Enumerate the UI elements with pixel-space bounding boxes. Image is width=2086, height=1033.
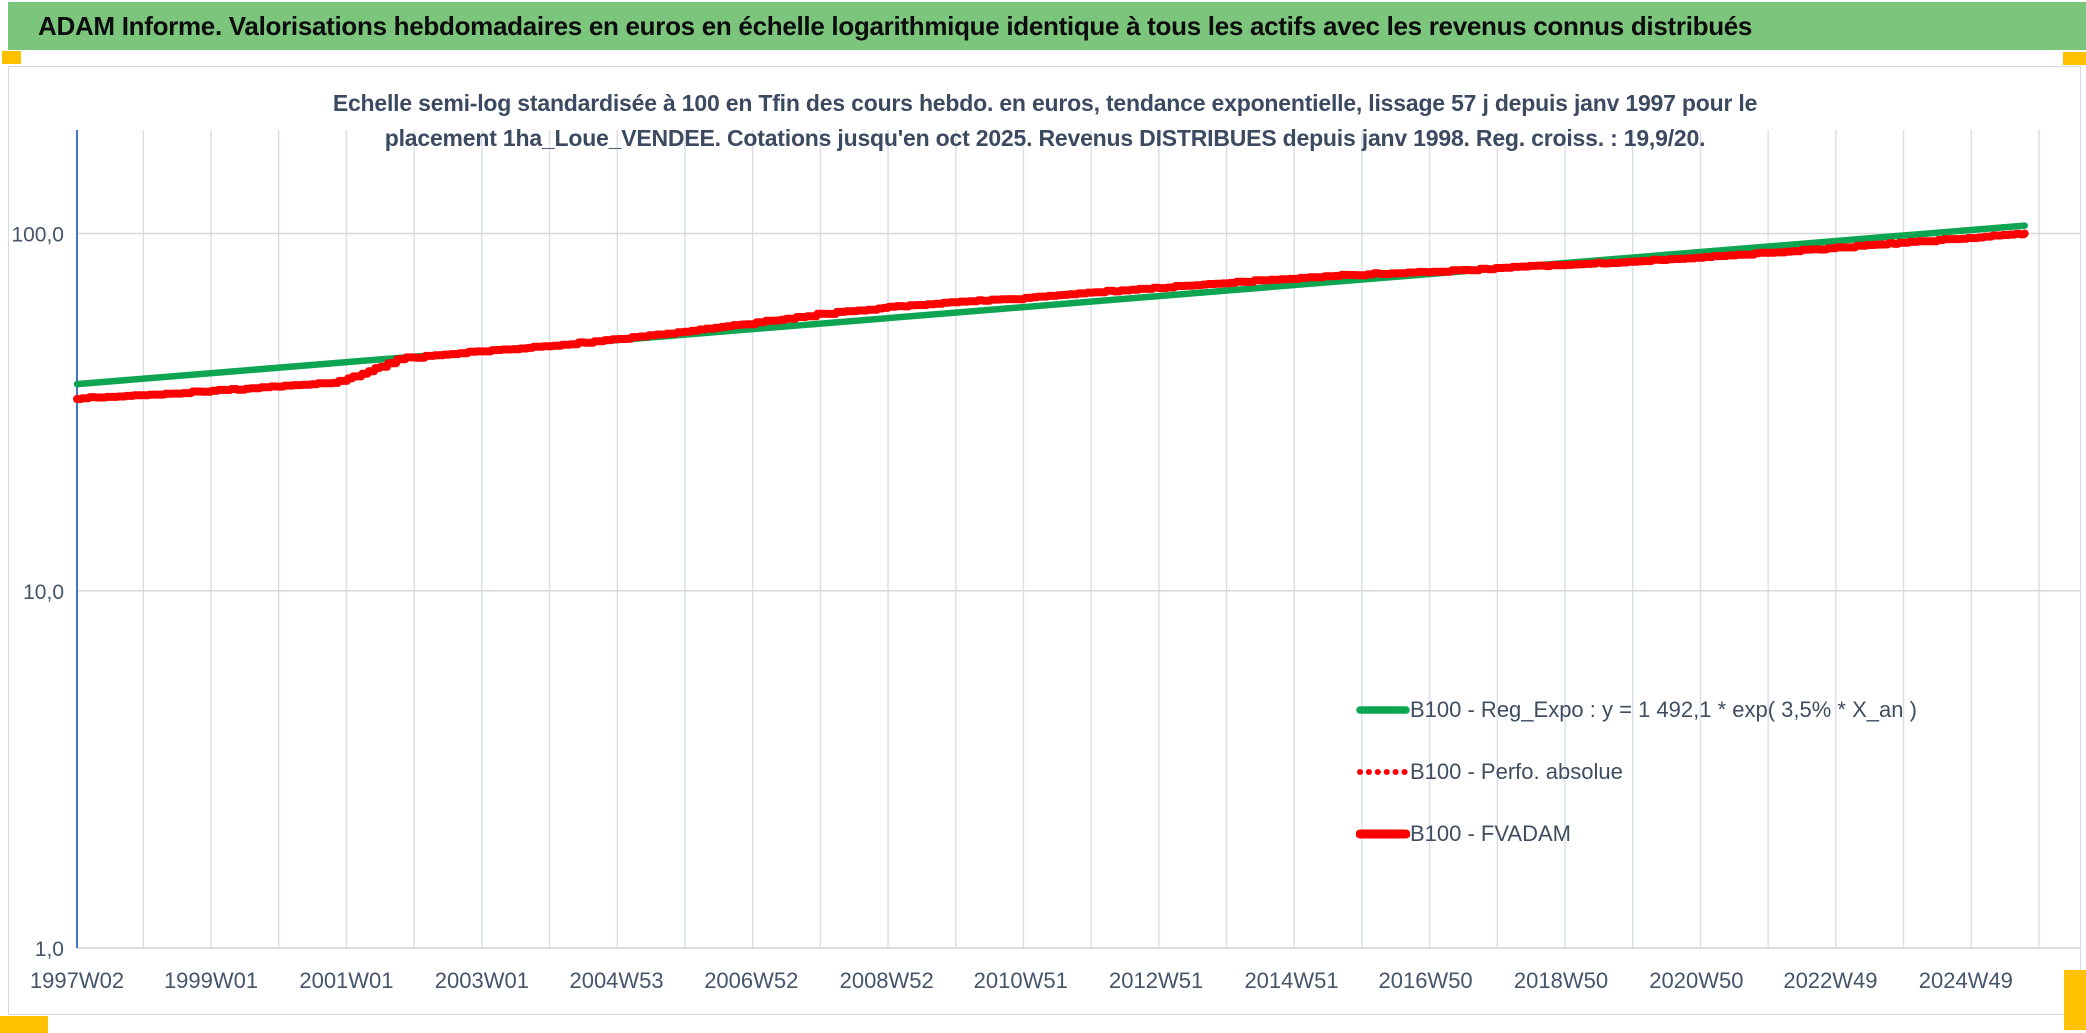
accent-square-top-left	[2, 51, 21, 64]
svg-text:2008W52: 2008W52	[840, 968, 934, 993]
svg-text:10,0: 10,0	[23, 581, 64, 604]
svg-text:2024W49: 2024W49	[1919, 968, 2013, 993]
legend-swatch-reg-expo	[1356, 703, 1410, 717]
svg-text:2016W50: 2016W50	[1378, 968, 1472, 993]
svg-text:2012W51: 2012W51	[1109, 968, 1203, 993]
svg-text:2010W51: 2010W51	[974, 968, 1068, 993]
legend-label-perfo-absolue: B100 - Perfo. absolue	[1410, 759, 1623, 784]
legend-label-fvadam: B100 - FVADAM	[1410, 821, 1571, 846]
accent-square-bottom-left	[0, 1016, 48, 1033]
chart-legend: B100 - Reg_Expo : y = 1 492,1 * exp( 3,5…	[1355, 679, 1917, 865]
page-title: ADAM Informe. Valorisations hebdomadaire…	[38, 11, 1753, 41]
legend-item-perfo-absolue: B100 - Perfo. absolue	[1356, 741, 1917, 803]
legend-swatch-fvadam	[1355, 827, 1411, 841]
svg-text:100,0: 100,0	[11, 224, 64, 247]
svg-text:2004W53: 2004W53	[569, 968, 663, 993]
accent-square-top-right	[2063, 52, 2086, 65]
legend-item-fvadam: B100 - FVADAM	[1355, 803, 1917, 865]
legend-item-reg-expo: B100 - Reg_Expo : y = 1 492,1 * exp( 3,5…	[1356, 679, 1917, 741]
legend-label-reg-expo: B100 - Reg_Expo : y = 1 492,1 * exp( 3,5…	[1410, 697, 1917, 722]
svg-text:2018W50: 2018W50	[1514, 968, 1608, 993]
accent-square-bottom-right	[2064, 970, 2086, 1030]
svg-text:2006W52: 2006W52	[704, 968, 798, 993]
svg-text:1997W02: 1997W02	[30, 968, 124, 993]
svg-text:2020W50: 2020W50	[1649, 968, 1743, 993]
svg-text:1999W01: 1999W01	[164, 968, 258, 993]
chart-subtitle: Echelle semi-log standardisée à 100 en T…	[332, 90, 1758, 151]
legend-swatch-perfo-absolue	[1356, 765, 1410, 779]
svg-text:2001W01: 2001W01	[299, 968, 393, 993]
svg-text:2022W49: 2022W49	[1783, 968, 1877, 993]
svg-text:2003W01: 2003W01	[435, 968, 529, 993]
chart-card	[8, 66, 2081, 1015]
svg-text:1,0: 1,0	[35, 938, 64, 961]
header-bar: ADAM Informe. Valorisations hebdomadaire…	[8, 2, 2086, 50]
svg-text:2014W51: 2014W51	[1244, 968, 1338, 993]
